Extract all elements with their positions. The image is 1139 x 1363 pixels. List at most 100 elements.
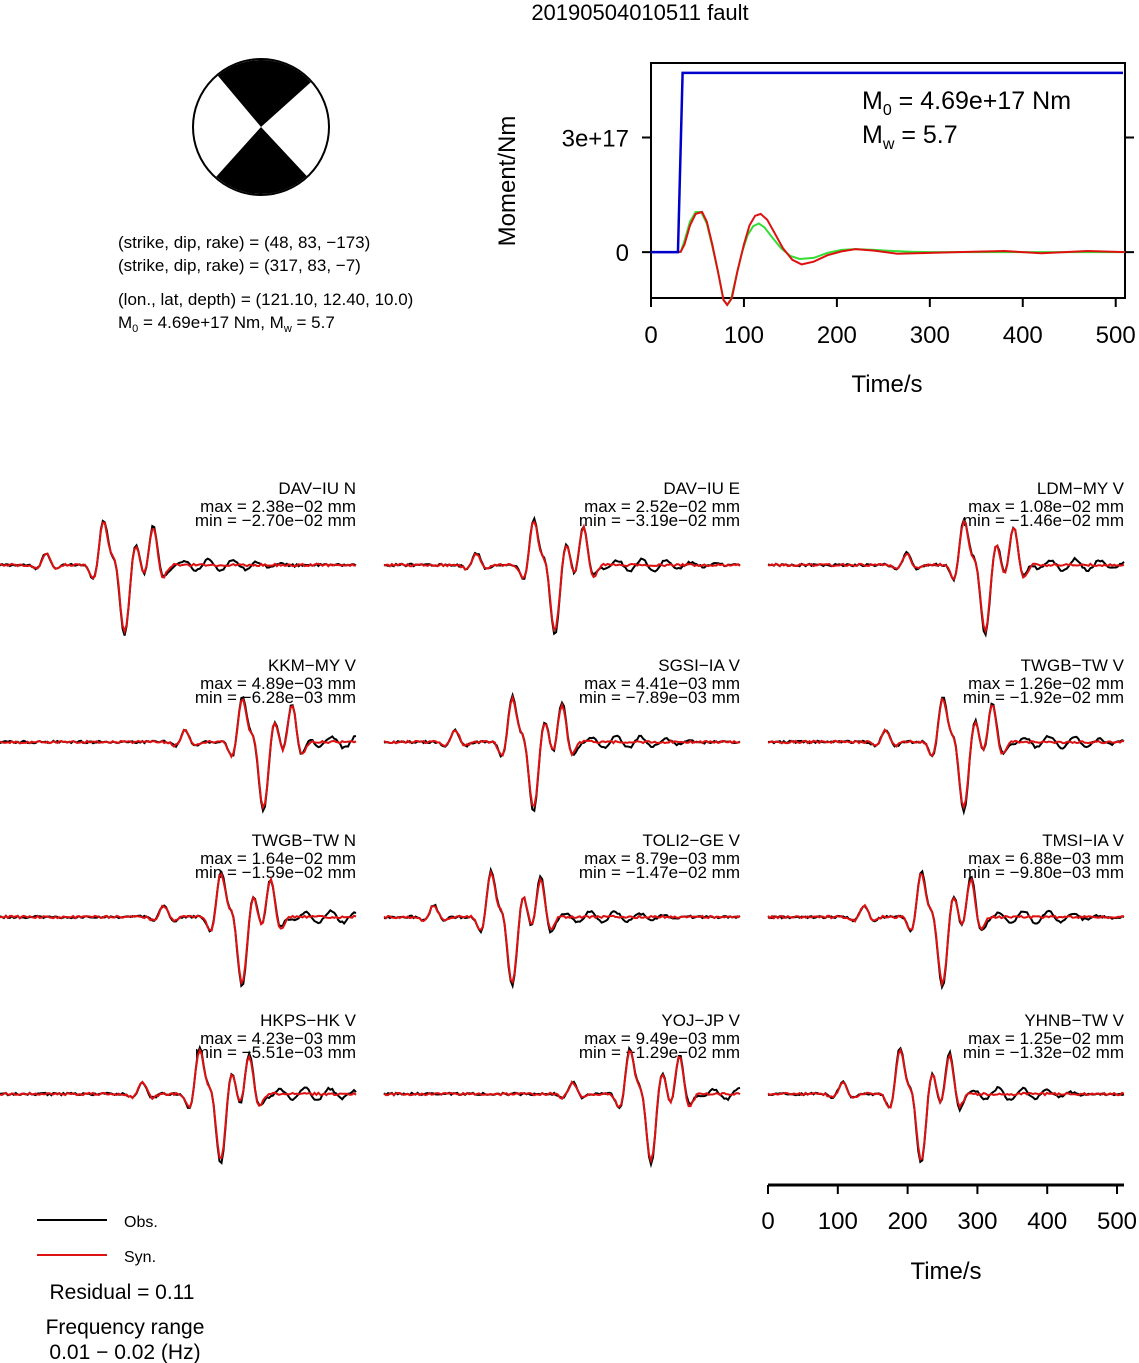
synthetic-trace xyxy=(0,521,356,635)
station-max: max = 1.64e−02 mm xyxy=(200,849,356,868)
station-max: max = 8.79e−03 mm xyxy=(584,849,740,868)
stf-red-trace xyxy=(651,210,1126,307)
frequency-range-value: 0.01 − 0.02 (Hz) xyxy=(49,1341,200,1363)
station-max: max = 1.26e−02 mm xyxy=(968,674,1124,693)
observed-trace xyxy=(384,866,741,990)
moment-x-tick-label: 100 xyxy=(724,322,764,349)
station-label: DAV−IU E xyxy=(663,479,740,498)
residual-text: Residual = 0.11 xyxy=(50,1281,195,1304)
observed-trace xyxy=(767,1046,1125,1164)
moment-box-mw: Mw = 5.7 xyxy=(862,121,958,153)
station-label: YOJ−JP V xyxy=(661,1011,740,1030)
station-label: LDM−MY V xyxy=(1037,479,1125,498)
frequency-range-title: Frequency range xyxy=(46,1316,205,1339)
mechanism-text: (strike, dip, rake) = (48, 83, −173) (st… xyxy=(118,233,413,335)
station-label: DAV−IU N xyxy=(278,479,356,498)
waveform-x-tick-label: 500 xyxy=(1097,1208,1137,1235)
moment-y-axis-label: Moment/Nm xyxy=(494,116,521,247)
moment-x-axis-label: Time/s xyxy=(851,371,922,398)
station-label: HKPS−HK V xyxy=(260,1011,357,1030)
waveform-x-axis-label: Time/s xyxy=(910,1258,981,1285)
beachball-icon xyxy=(192,58,330,196)
moment-magnitude-line: M0 = 4.69e+17 Nm, Mw = 5.7 xyxy=(118,313,335,335)
figure-title: 20190504010511 fault xyxy=(531,0,748,25)
hypocenter-location: (lon., lat, depth) = (121.10, 12.40, 10.… xyxy=(118,290,413,309)
synthetic-trace xyxy=(767,1047,1125,1162)
synthetic-trace xyxy=(0,872,357,986)
moment-x-tick-label: 200 xyxy=(817,322,857,349)
observed-trace xyxy=(383,1045,741,1169)
moment-x-tick-label: 400 xyxy=(1003,322,1043,349)
station-max: max = 2.38e−02 mm xyxy=(200,497,356,516)
station-max: max = 4.23e−03 mm xyxy=(200,1029,356,1048)
nodal-plane-1: (strike, dip, rake) = (48, 83, −173) xyxy=(118,233,370,252)
legend-syn-label: Syn. xyxy=(124,1249,156,1266)
waveform-x-tick-label: 400 xyxy=(1027,1208,1067,1235)
station-min: min = −3.19e−02 mm xyxy=(579,511,740,530)
moment-x-tick-label: 300 xyxy=(910,322,950,349)
station-min: min = −2.70e−02 mm xyxy=(195,511,356,530)
waveform-x-tick-label: 100 xyxy=(818,1208,858,1235)
synthetic-trace xyxy=(383,1049,741,1164)
station-label: TWGB−TW V xyxy=(1021,656,1125,675)
station-min: min = −6.28e−03 mm xyxy=(195,688,356,707)
observed-trace xyxy=(767,517,1125,638)
station-max: max = 9.49e−03 mm xyxy=(584,1029,740,1048)
synthetic-trace xyxy=(768,519,1125,635)
moment-x-tick-label: 0 xyxy=(644,322,657,349)
waveform-time-axis: 0 100 200 300 400 500 xyxy=(761,1183,1137,1235)
moment-box-m0: M0 = 4.69e+17 Nm xyxy=(862,87,1071,119)
synthetic-trace xyxy=(0,698,357,811)
station-label: TMSI−IA V xyxy=(1042,831,1124,850)
observed-trace xyxy=(383,691,741,813)
moment-blue-trace xyxy=(651,71,1123,254)
moment-x-tick-label: 500 xyxy=(1096,322,1136,349)
legend: Obs. Syn. Residual = 0.11 Frequency rang… xyxy=(37,1214,204,1363)
station-min: min = −9.80e−03 mm xyxy=(963,863,1124,882)
waveform-x-tick-label: 200 xyxy=(888,1208,928,1235)
beachball-compressional-quadrant-south xyxy=(216,127,307,194)
station-min: min = −1.59e−02 mm xyxy=(195,863,356,882)
station-min: min = −1.92e−02 mm xyxy=(963,688,1124,707)
station-max: max = 2.52e−02 mm xyxy=(584,497,740,516)
synthetic-trace xyxy=(383,869,741,985)
observed-trace xyxy=(0,519,357,636)
station-max: max = 1.08e−02 mm xyxy=(968,497,1124,516)
nodal-plane-2: (strike, dip, rake) = (317, 83, −7) xyxy=(118,256,361,275)
station-label: TWGB−TW N xyxy=(252,831,356,850)
station-max: max = 4.41e−03 mm xyxy=(584,674,740,693)
station-label: TOLI2−GE V xyxy=(643,831,741,850)
legend-obs-label: Obs. xyxy=(124,1214,158,1231)
moment-y-tick-label: 0 xyxy=(616,240,629,267)
synthetic-trace xyxy=(767,872,1125,988)
station-min: min = −1.47e−02 mm xyxy=(579,863,740,882)
waveform-x-tick-label: 0 xyxy=(761,1208,774,1235)
station-max: max = 1.25e−02 mm xyxy=(968,1029,1124,1048)
station-min: min = −1.29e−02 mm xyxy=(579,1043,740,1062)
station-label: SGSI−IA V xyxy=(658,656,740,675)
synthetic-trace xyxy=(383,520,741,632)
station-max: max = 4.89e−03 mm xyxy=(200,674,356,693)
synthetic-trace xyxy=(383,694,741,808)
station-min: min = −5.51e−03 mm xyxy=(195,1043,356,1062)
beachball-compressional-quadrant-north xyxy=(217,60,311,128)
station-min: min = −1.32e−02 mm xyxy=(963,1043,1124,1062)
station-min: min = −1.46e−02 mm xyxy=(963,511,1124,530)
moment-plot-frame xyxy=(650,62,1126,299)
station-max: max = 6.88e−03 mm xyxy=(968,849,1124,868)
synthetic-trace xyxy=(0,1047,357,1160)
